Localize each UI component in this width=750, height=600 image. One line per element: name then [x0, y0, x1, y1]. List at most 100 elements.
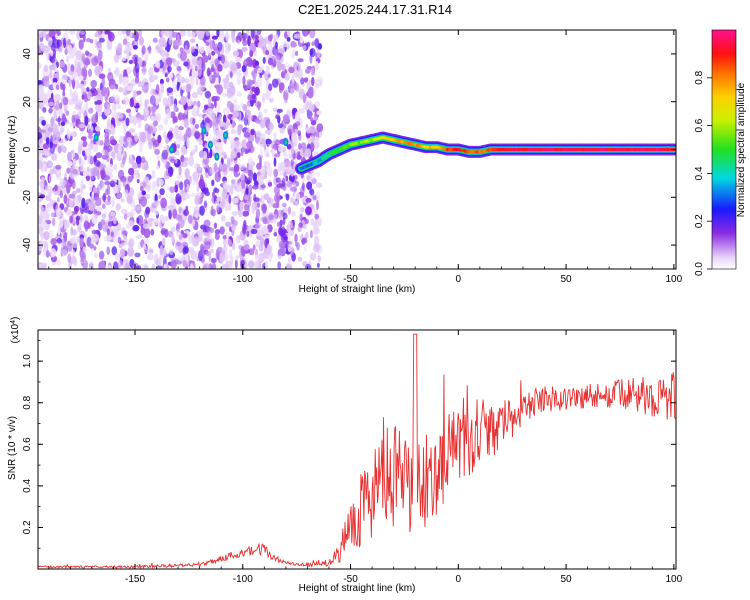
- noise-speck: [124, 189, 129, 198]
- noise-speck: [259, 138, 267, 147]
- noise-speck: [259, 156, 262, 167]
- noise-speck: [225, 221, 232, 227]
- noise-speck: [181, 85, 187, 91]
- noise-speck: [179, 47, 184, 54]
- noise-speck: [62, 37, 67, 49]
- noise-speck: [273, 153, 281, 158]
- noise-speck: [121, 30, 126, 35]
- colorbar-tick-label: 0.0: [694, 262, 705, 276]
- noise-speck: [244, 148, 250, 154]
- noise-speck: [69, 30, 76, 35]
- noise-speck: [301, 237, 308, 244]
- noise-speck: [257, 229, 264, 239]
- noise-speck: [80, 256, 85, 263]
- noise-speck: [316, 48, 320, 59]
- noise-speck: [262, 218, 268, 225]
- noise-speck: [159, 188, 165, 196]
- noise-speck: [285, 160, 292, 167]
- noise-speck: [144, 54, 149, 62]
- noise-speck: [303, 77, 309, 83]
- noise-spot-core: [224, 133, 227, 138]
- noise-speck: [222, 235, 227, 240]
- noise-speck: [66, 209, 73, 217]
- noise-speck: [42, 143, 50, 150]
- noise-speck: [215, 249, 220, 261]
- noise-speck: [126, 108, 132, 114]
- noise-speck: [299, 36, 304, 44]
- noise-speck: [43, 64, 49, 73]
- noise-speck: [218, 121, 226, 127]
- noise-speck: [42, 107, 47, 113]
- y-tick-label: -40: [22, 237, 33, 252]
- noise-speck: [158, 194, 162, 199]
- snr-y-multiplier-prefix: (x10: [10, 323, 21, 343]
- noise-speck: [271, 78, 279, 88]
- noise-speck: [228, 249, 233, 259]
- noise-speck: [294, 233, 298, 243]
- noise-speck: [128, 59, 133, 65]
- noise-speck: [103, 235, 110, 242]
- noise-speck: [102, 203, 106, 209]
- noise-speck: [51, 217, 56, 227]
- noise-spot-core: [215, 154, 219, 159]
- noise-speck: [159, 245, 164, 256]
- noise-speck: [268, 123, 274, 131]
- snr-x-ticks: -150 -100 -50 0 50 100: [48, 330, 683, 585]
- noise-speck: [192, 171, 199, 182]
- noise-speck: [239, 201, 244, 211]
- noise-speck: [132, 45, 138, 50]
- noise-speck: [112, 216, 117, 225]
- noise-speck: [78, 156, 82, 165]
- noise-speck: [255, 208, 261, 219]
- noise-speck: [64, 48, 68, 56]
- colorbar: 0.0 0.2 0.4 0.6 0.8 Normalized spectral ampl…: [694, 29, 747, 276]
- noise-speck: [80, 186, 83, 195]
- noise-speck: [293, 61, 299, 69]
- noise-speck: [191, 232, 195, 241]
- noise-speck: [96, 92, 103, 100]
- noise-speck: [314, 136, 320, 142]
- noise-speck: [89, 243, 95, 249]
- noise-speck: [228, 203, 232, 211]
- noise-speck: [257, 202, 260, 208]
- x-tick-label: -100: [233, 574, 253, 585]
- noise-speck: [160, 197, 168, 209]
- noise-speck: [96, 43, 102, 52]
- noise-speck: [144, 109, 150, 116]
- noise-speck: [298, 108, 305, 114]
- noise-speck: [72, 174, 78, 179]
- noise-speck: [258, 243, 264, 252]
- noise-speck: [233, 147, 241, 153]
- noise-speck: [240, 173, 245, 182]
- noise-speck: [204, 90, 211, 99]
- noise-speck: [78, 83, 85, 89]
- noise-speck: [291, 51, 295, 60]
- noise-speck: [69, 88, 73, 98]
- noise-speck: [117, 104, 121, 109]
- noise-speck: [196, 192, 202, 199]
- noise-speck: [166, 108, 171, 114]
- noise-speck: [309, 30, 316, 39]
- noise-speck: [249, 99, 257, 104]
- noise-speck: [201, 55, 209, 63]
- noise-speck: [183, 133, 188, 141]
- noise-speck: [43, 47, 49, 53]
- noise-speck: [304, 219, 310, 224]
- noise-speck: [106, 153, 110, 163]
- noise-speck: [294, 50, 299, 56]
- noise-speck: [204, 241, 211, 250]
- noise-speck: [104, 95, 109, 102]
- noise-speck: [252, 172, 257, 182]
- noise-speck: [248, 184, 253, 193]
- noise-speck: [310, 117, 314, 123]
- noise-speck: [123, 127, 127, 136]
- noise-speck: [196, 100, 201, 108]
- noise-speck: [63, 194, 68, 205]
- noise-speck: [226, 87, 232, 94]
- noise-speck: [68, 193, 76, 199]
- noise-speck: [94, 65, 101, 76]
- noise-speck: [166, 57, 173, 67]
- noise-speck: [67, 44, 73, 54]
- noise-speck: [57, 115, 61, 127]
- noise-speck: [211, 50, 216, 56]
